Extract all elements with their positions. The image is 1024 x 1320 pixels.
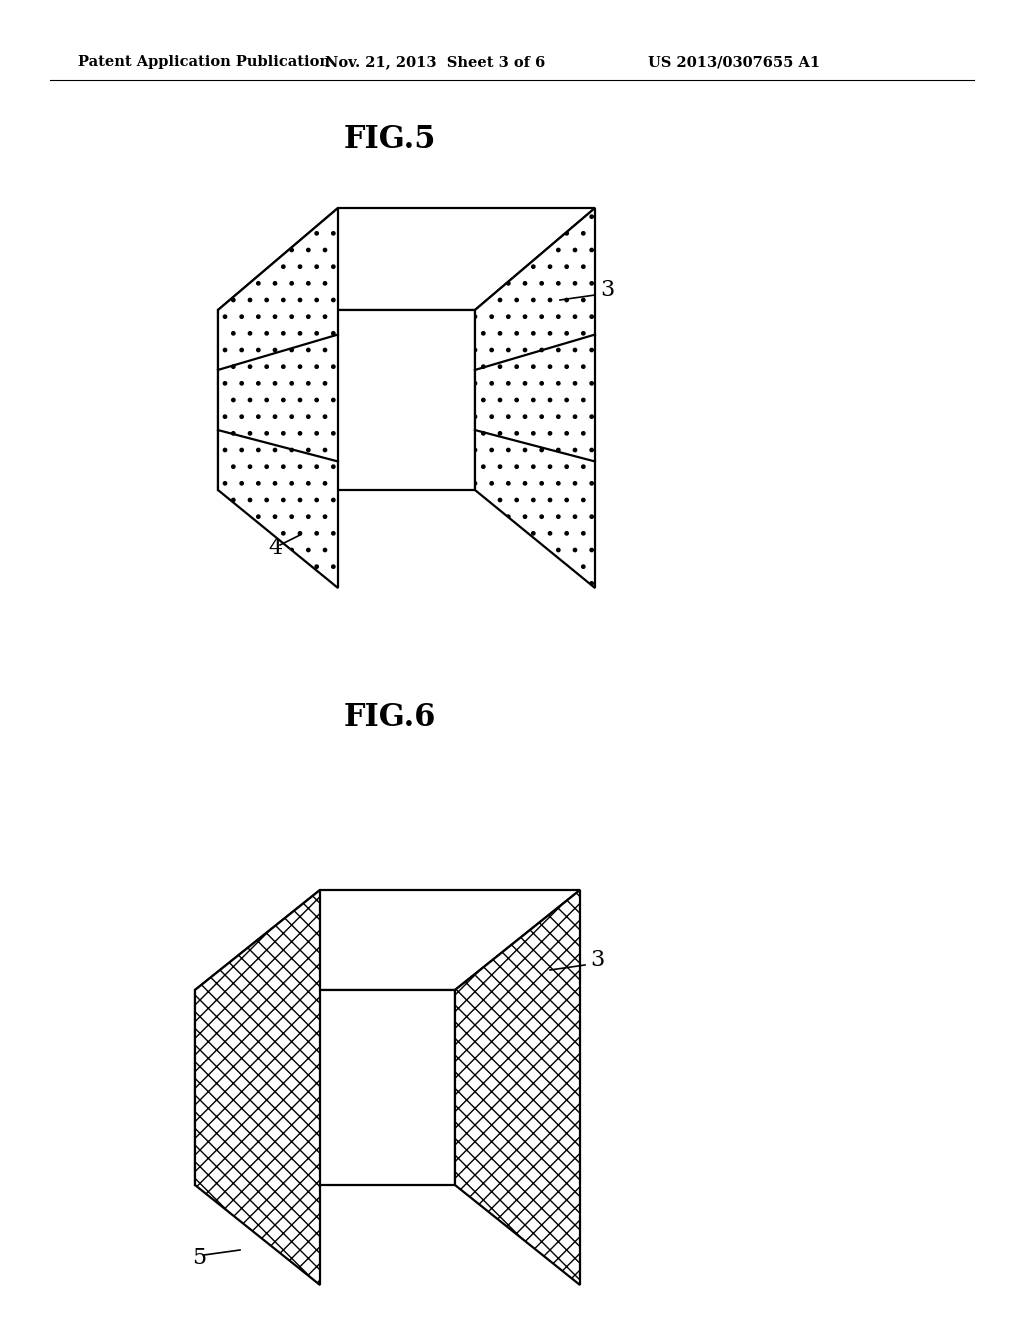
Text: 5: 5: [193, 1247, 206, 1269]
Polygon shape: [218, 209, 338, 587]
Text: US 2013/0307655 A1: US 2013/0307655 A1: [648, 55, 820, 69]
Text: FIG.5: FIG.5: [344, 124, 436, 156]
Polygon shape: [218, 310, 475, 490]
Text: Nov. 21, 2013  Sheet 3 of 6: Nov. 21, 2013 Sheet 3 of 6: [325, 55, 545, 69]
Polygon shape: [475, 209, 595, 587]
Polygon shape: [455, 890, 580, 1284]
Text: 3: 3: [590, 949, 604, 972]
Polygon shape: [195, 890, 580, 990]
Polygon shape: [218, 209, 595, 310]
Polygon shape: [195, 990, 455, 1185]
Text: 3: 3: [600, 279, 614, 301]
Text: FIG.6: FIG.6: [344, 702, 436, 734]
Text: 4: 4: [268, 537, 283, 558]
Text: Patent Application Publication: Patent Application Publication: [78, 55, 330, 69]
Polygon shape: [195, 890, 319, 1284]
